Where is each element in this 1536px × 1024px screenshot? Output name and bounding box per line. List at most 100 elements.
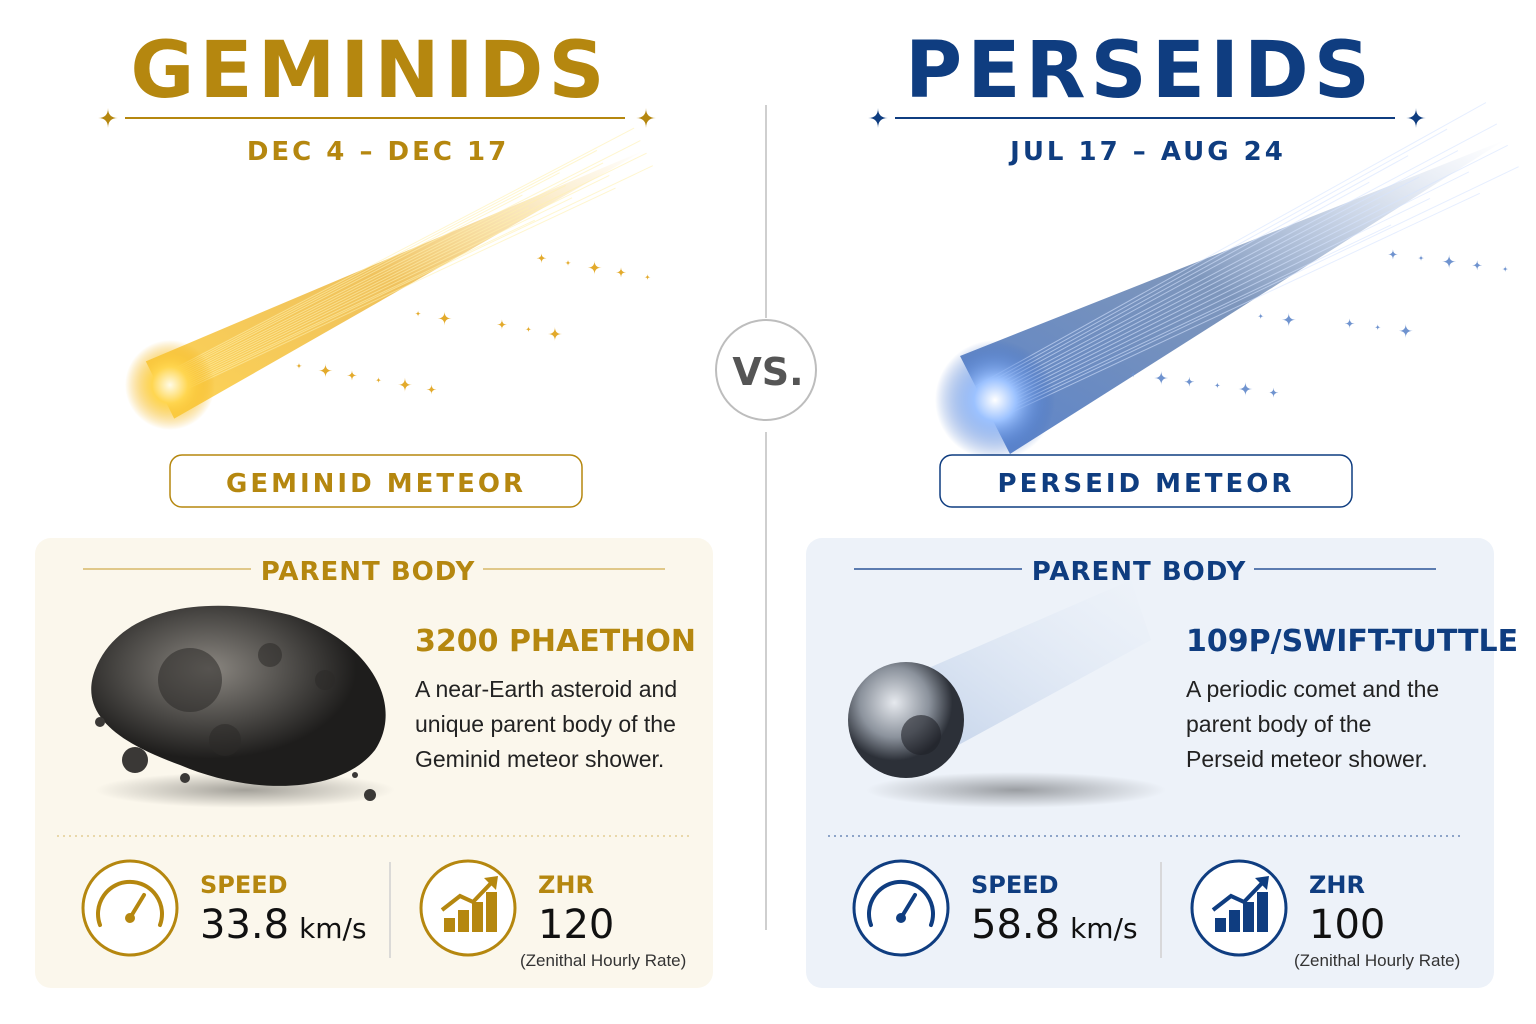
zhr-icon-ring bbox=[419, 859, 517, 957]
shower-title: PERSEIDS bbox=[905, 26, 1375, 116]
speed-icon-gauge bbox=[96, 879, 164, 927]
meteor-streak bbox=[988, 197, 1431, 414]
sparkle bbox=[1130, 371, 1137, 378]
debris bbox=[180, 773, 190, 783]
sparkle bbox=[1374, 324, 1381, 331]
parent-description: Geminid meteor shower. bbox=[415, 746, 664, 772]
sparkle bbox=[587, 260, 602, 275]
asteroid bbox=[91, 605, 386, 786]
meteor-streak bbox=[160, 152, 647, 393]
speed-stat: 33.8 km/s bbox=[200, 902, 367, 948]
crater bbox=[258, 643, 282, 667]
rule-star bbox=[98, 108, 118, 128]
sparkle bbox=[318, 363, 333, 378]
speed-value: 33.8 bbox=[200, 902, 289, 948]
vs-label: VS. bbox=[732, 350, 803, 394]
parent-heading: PARENT BODY bbox=[261, 557, 476, 587]
zhr-icon-bar bbox=[1229, 910, 1240, 932]
sparkle bbox=[346, 370, 357, 381]
crater bbox=[158, 648, 222, 712]
sparkle bbox=[1387, 249, 1398, 260]
sparkle bbox=[616, 267, 627, 278]
sparkle bbox=[547, 327, 562, 342]
speed-icon-ring bbox=[81, 859, 179, 957]
meteor-streak bbox=[992, 192, 1480, 422]
meteor-tail bbox=[145, 150, 645, 419]
meteor-tail bbox=[960, 140, 1505, 455]
zhr-icon-arrowhead bbox=[484, 876, 498, 890]
meteor-streak bbox=[987, 171, 1470, 411]
meteor-streak bbox=[975, 102, 1487, 387]
parent-name: 3200 PHAETHON bbox=[415, 624, 696, 659]
sparkle bbox=[1344, 318, 1355, 329]
sparkle bbox=[1502, 265, 1509, 272]
debris bbox=[95, 717, 105, 727]
speed-label: SPEED bbox=[971, 871, 1059, 899]
zhr-icon-bar bbox=[472, 902, 483, 932]
meteor-streak bbox=[982, 150, 1459, 401]
body-shadow bbox=[866, 772, 1166, 808]
zhr-icon-ring bbox=[1190, 859, 1288, 957]
sparkle bbox=[1398, 323, 1413, 338]
meteor-streak bbox=[984, 203, 1381, 406]
zhr-value: 100 bbox=[1309, 902, 1385, 948]
meteor-head bbox=[935, 340, 1055, 460]
shower-dates: DEC 4 – DEC 17 bbox=[247, 137, 509, 167]
sparkle bbox=[1472, 260, 1483, 271]
sparkle bbox=[1154, 371, 1169, 386]
speed-icon-hub bbox=[896, 913, 906, 923]
zhr-value: 120 bbox=[538, 902, 614, 948]
zhr-label: ZHR bbox=[538, 871, 594, 899]
sparkle bbox=[1257, 313, 1264, 320]
meteor-streak bbox=[161, 175, 610, 394]
zhr-note: (Zenithal Hourly Rate) bbox=[1294, 951, 1460, 970]
speed-icon-gauge bbox=[867, 879, 935, 927]
sparkle bbox=[295, 362, 302, 369]
zhr-icon-bar bbox=[458, 910, 469, 932]
sparkle bbox=[496, 319, 507, 330]
rule-star bbox=[1406, 108, 1426, 128]
sparkle bbox=[426, 384, 437, 395]
sparkle bbox=[1268, 387, 1279, 398]
shower-title: GEMINIDS bbox=[130, 26, 609, 116]
sparkle bbox=[644, 274, 651, 281]
meteor-label-box bbox=[169, 454, 583, 508]
zhr-icon-arrow bbox=[440, 878, 496, 912]
meteor-streak bbox=[159, 207, 529, 391]
meteor-streak bbox=[163, 165, 653, 399]
debris bbox=[352, 772, 358, 778]
sparkle bbox=[1418, 254, 1425, 261]
shower-panel: PERSEIDS JUL 17 – AUG 24 PERSEID METEOR PAR… bbox=[806, 26, 1519, 988]
parent-description: unique parent body of the bbox=[415, 711, 676, 737]
meteor-streak bbox=[155, 149, 598, 382]
speed-label: SPEED bbox=[200, 871, 288, 899]
meteor-streak bbox=[976, 128, 1448, 390]
zhr-icon-bar bbox=[1257, 892, 1268, 932]
comet-dark-spot bbox=[901, 715, 941, 755]
zhr-icon-arrowhead bbox=[1255, 876, 1269, 890]
parent-name: 109P/SWIFT-TUTTLE bbox=[1186, 624, 1518, 659]
meteor-streak bbox=[980, 123, 1498, 398]
meteor-label: GEMINID METEOR bbox=[226, 469, 526, 499]
zhr-note: (Zenithal Hourly Rate) bbox=[520, 951, 686, 970]
meteor-streak bbox=[990, 224, 1392, 417]
rule-star bbox=[636, 108, 656, 128]
vs-badge bbox=[715, 319, 817, 421]
zhr-icon-bar bbox=[1243, 902, 1254, 932]
sparkle bbox=[437, 311, 452, 326]
crater bbox=[209, 724, 241, 756]
speed-unit: km/s bbox=[299, 912, 367, 945]
zhr-icon-bar bbox=[444, 918, 455, 932]
meteor-streak bbox=[991, 166, 1519, 419]
meteor-label: PERSEID METEOR bbox=[998, 469, 1295, 499]
meteor-streak bbox=[154, 127, 635, 380]
zhr-icon-bar bbox=[486, 892, 497, 932]
speed-icon-ring bbox=[852, 859, 950, 957]
meteor-streak bbox=[977, 155, 1409, 393]
parent-description: A periodic comet and the bbox=[1186, 676, 1439, 702]
shower-dates: JUL 17 – AUG 24 bbox=[1008, 137, 1286, 167]
sparkle bbox=[397, 377, 412, 392]
meteor-streak bbox=[157, 140, 641, 386]
shower-panel: GEMINIDS DEC 4 – DEC 17 GEMINID METEOR PARE… bbox=[35, 26, 713, 988]
